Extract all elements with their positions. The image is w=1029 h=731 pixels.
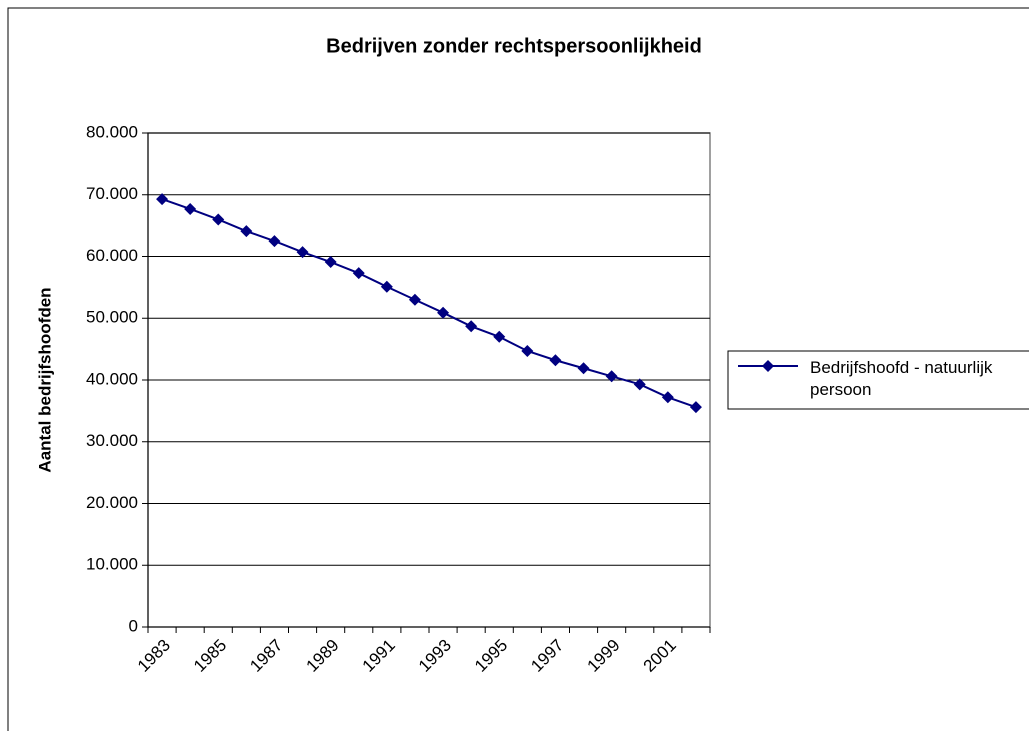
data-point: [184, 202, 197, 215]
data-point: [549, 354, 562, 367]
data-point: [268, 235, 281, 248]
legend-box: [727, 350, 1029, 410]
y-axis-title: Aantal bedrijfshoofden: [35, 287, 54, 472]
data-point: [437, 306, 450, 319]
data-point: [465, 320, 478, 333]
legend-marker: [762, 360, 774, 372]
data-point: [661, 391, 674, 404]
data-point: [605, 370, 618, 383]
data-point: [521, 344, 534, 357]
data-point: [689, 401, 702, 414]
y-tick-label: 0: [129, 616, 138, 635]
y-tick-label: 50.000: [86, 308, 138, 327]
data-point: [324, 256, 337, 269]
y-tick-label: 30.000: [86, 431, 138, 450]
y-tick-label: 20.000: [86, 493, 138, 512]
data-point: [156, 193, 169, 206]
data-point: [352, 267, 365, 280]
data-point: [240, 225, 253, 238]
legend-label: Bedrijfshoofd - natuurlijk persoon: [810, 358, 993, 399]
data-point: [296, 246, 309, 259]
series-line: [161, 198, 697, 409]
y-tick-label: 70.000: [86, 184, 138, 203]
y-tick-label: 10.000: [86, 555, 138, 574]
chart-title: Bedrijven zonder rechtspersoonlijkheid: [326, 35, 702, 57]
data-point: [633, 378, 646, 391]
data-point: [577, 362, 590, 375]
data-point: [408, 293, 421, 306]
y-tick-label: 60.000: [86, 246, 138, 265]
data-point: [380, 280, 393, 293]
data-point: [212, 213, 225, 226]
data-point: [493, 330, 506, 343]
y-tick-label: 40.000: [86, 369, 138, 388]
y-tick-label: 80.000: [86, 122, 138, 141]
